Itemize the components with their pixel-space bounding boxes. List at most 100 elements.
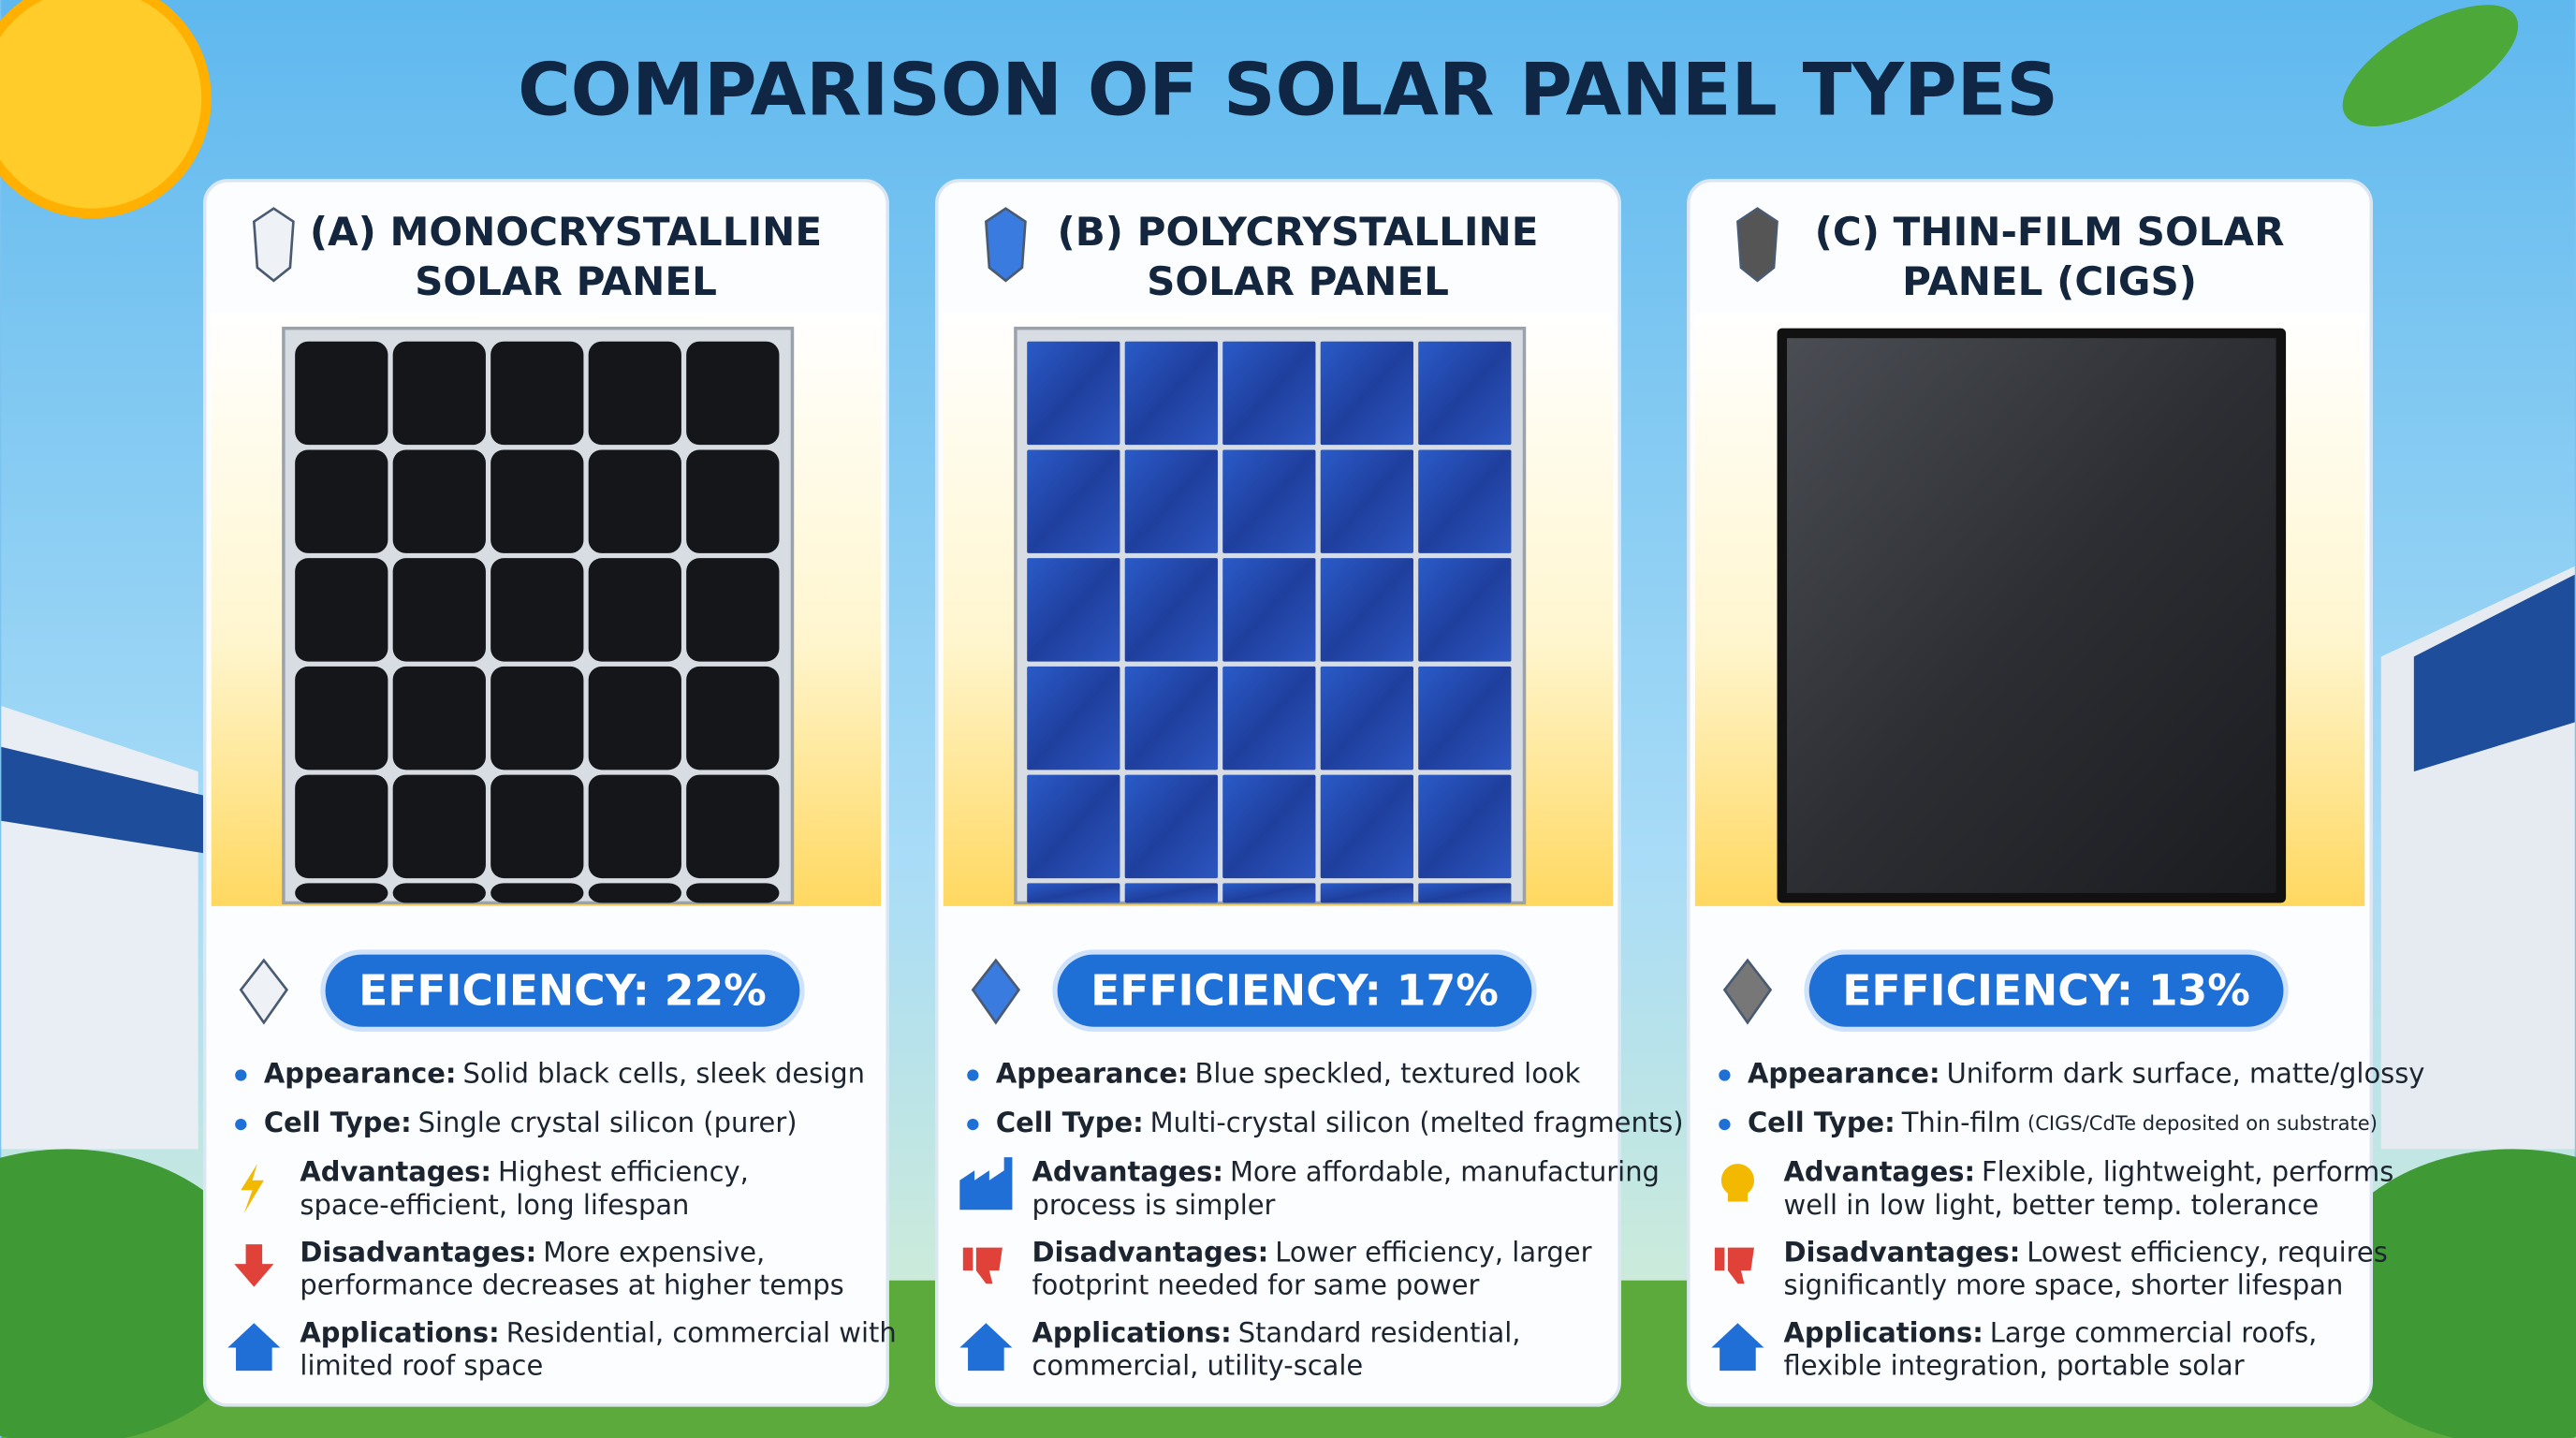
cell xyxy=(295,558,388,662)
cell xyxy=(1418,449,1512,553)
icon xyxy=(1714,1247,1754,1284)
icon xyxy=(1711,1323,1764,1372)
cell xyxy=(686,341,780,446)
efficiency: EFFICIENCY: 17% xyxy=(1090,965,1499,1015)
cell xyxy=(1418,341,1512,446)
item-line: Advantages: More affordable, manufacturin… xyxy=(1032,1156,1659,1188)
item-text: Large commercial roofs, xyxy=(1990,1317,2318,1349)
cell xyxy=(1418,558,1512,662)
icon xyxy=(959,1157,1013,1211)
item-label: Cell Type: xyxy=(264,1107,412,1138)
bullet xyxy=(967,1069,979,1081)
cell xyxy=(1124,774,1218,879)
item-line: Applications: Standard residential, xyxy=(1032,1317,1520,1349)
item-label: Appearance: xyxy=(996,1057,1189,1089)
cell xyxy=(295,774,388,879)
item-label: Disadvantages: xyxy=(300,1237,536,1269)
panel-title: PANEL (CIGS) xyxy=(1902,258,2197,304)
item-text: Multi-crystal silicon (melted fragments) xyxy=(1150,1107,1684,1138)
cell xyxy=(686,558,780,662)
item-text: Thin-film xyxy=(1901,1107,2021,1138)
icon xyxy=(241,1164,264,1213)
cell xyxy=(392,558,486,662)
cell xyxy=(1222,774,1316,879)
cell xyxy=(588,341,681,446)
efficiency-icon xyxy=(971,958,1021,1025)
item-line: Advantages: Highest efficiency, xyxy=(300,1156,748,1188)
item-line: process is simpler xyxy=(1032,1189,1275,1221)
icon xyxy=(234,1244,274,1287)
item-line: limited roof space xyxy=(300,1350,543,1382)
bullet xyxy=(967,1118,979,1131)
cell xyxy=(1320,341,1413,446)
item-label: Advantages: xyxy=(1784,1156,1976,1188)
cell xyxy=(295,341,388,446)
cell xyxy=(1027,558,1120,662)
sun xyxy=(0,0,212,219)
item-text: Uniform dark surface, matte/glossy xyxy=(1947,1057,2425,1089)
cell xyxy=(490,774,584,879)
cell xyxy=(588,558,681,662)
cell xyxy=(490,666,584,770)
cell xyxy=(1222,449,1316,553)
cell xyxy=(1027,883,1120,903)
item-line: Cell Type: Thin-film (CIGS/CdTe deposited … xyxy=(1748,1107,2378,1138)
efficiency-pill xyxy=(1052,949,1537,1033)
item-line: performance decreases at higher temps xyxy=(300,1269,843,1301)
cell xyxy=(392,883,486,903)
item-label: Disadvantages: xyxy=(1784,1237,2021,1269)
panel-title: (A) MONOCRYSTALLINE xyxy=(310,209,822,255)
cell xyxy=(686,883,780,903)
cell xyxy=(1222,883,1316,903)
item-label: Applications: xyxy=(1032,1317,1231,1349)
item-label: Disadvantages: xyxy=(1032,1237,1268,1269)
efficiency-pill xyxy=(1804,949,2289,1033)
cell xyxy=(588,883,681,903)
item-text: Flexible, lightweight, performs xyxy=(1982,1156,2393,1188)
icon xyxy=(959,1323,1013,1372)
cell xyxy=(1320,774,1413,879)
efficiency-icon xyxy=(239,958,289,1025)
item-line: Disadvantages: Lower efficiency, larger xyxy=(1032,1237,1591,1269)
cell xyxy=(392,666,486,770)
cell xyxy=(1418,883,1512,903)
bush xyxy=(2315,1149,2576,1438)
leaf xyxy=(2342,5,2519,127)
item-text: More affordable, manufacturing xyxy=(1230,1156,1660,1188)
cell xyxy=(1320,666,1413,770)
item-line: Appearance: Blue speckled, textured look xyxy=(996,1057,1581,1089)
item-text: Residential, commercial with xyxy=(506,1317,897,1349)
item-text: Single crystal silicon (purer) xyxy=(418,1107,798,1138)
bullet xyxy=(1719,1069,1731,1081)
cell xyxy=(490,558,584,662)
item-text: More expensive, xyxy=(543,1237,765,1269)
cell xyxy=(1124,558,1218,662)
cell xyxy=(392,449,486,553)
cell xyxy=(1222,341,1316,446)
icon xyxy=(227,1323,281,1372)
cell xyxy=(1320,558,1413,662)
panel-title: SOLAR PANEL xyxy=(415,258,717,304)
cell xyxy=(588,774,681,879)
cell xyxy=(1027,774,1120,879)
efficiency: EFFICIENCY: 22% xyxy=(359,965,767,1015)
item-line: Appearance: Solid black cells, sleek desi… xyxy=(264,1057,865,1089)
cell xyxy=(295,883,388,903)
title-icon xyxy=(985,207,1027,283)
cell xyxy=(1027,666,1120,770)
title-icon xyxy=(252,207,295,283)
item-line: Applications: Large commercial roofs, xyxy=(1784,1317,2318,1349)
cell xyxy=(588,666,681,770)
cell xyxy=(1027,449,1120,553)
item-text: Lower efficiency, larger xyxy=(1275,1237,1591,1269)
panel-surface xyxy=(1787,338,2276,893)
efficiency: EFFICIENCY: 13% xyxy=(1842,965,2250,1015)
cell xyxy=(686,666,780,770)
efficiency-icon xyxy=(1722,958,1773,1025)
item-line: footprint needed for same power xyxy=(1032,1269,1479,1301)
item-line: commercial, utility-scale xyxy=(1032,1350,1363,1382)
